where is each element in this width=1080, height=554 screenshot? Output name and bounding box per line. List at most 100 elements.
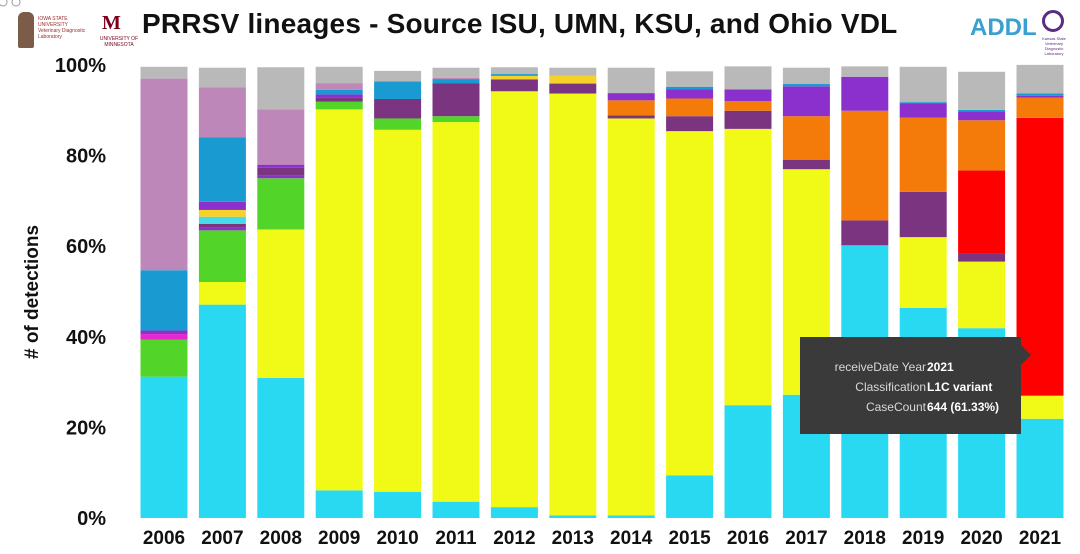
bar-segment-purple[interactable]: [198, 201, 246, 210]
bar-segment-orange[interactable]: [782, 116, 830, 160]
bar-segment-cyan[interactable]: [724, 405, 772, 518]
bar-segment-purple[interactable]: [315, 94, 363, 98]
bar-segment-gray[interactable]: [432, 67, 480, 78]
bar-segment-gold[interactable]: [549, 75, 597, 84]
bar-segment-orange[interactable]: [724, 101, 772, 111]
bar-stack-2009[interactable]: [315, 66, 363, 518]
bar-segment-yellow[interactable]: [899, 237, 947, 308]
bar-segment-purple[interactable]: [607, 93, 655, 101]
bar-segment-gray[interactable]: [374, 70, 422, 82]
bar-stack-2008[interactable]: [257, 67, 305, 518]
bar-stack-2010[interactable]: [374, 70, 422, 518]
bar-segment-violet[interactable]: [257, 175, 305, 179]
bar-segment-cyan[interactable]: [374, 491, 422, 518]
bar-segment-yellow[interactable]: [198, 281, 246, 305]
bar-segment-blue[interactable]: [374, 81, 422, 99]
bar-segment-plum[interactable]: [549, 83, 597, 94]
bar-segment-yellow[interactable]: [549, 93, 597, 516]
bar-segment-yellow[interactable]: [958, 261, 1006, 329]
bar-segment-green[interactable]: [374, 118, 422, 130]
bar-segment-blue[interactable]: [958, 109, 1006, 112]
bar-segment-blue[interactable]: [315, 89, 363, 95]
bar-segment-blue[interactable]: [198, 137, 246, 202]
bar-segment-green[interactable]: [257, 178, 305, 230]
bar-stack-2007[interactable]: [198, 67, 246, 518]
bar-segment-plum[interactable]: [958, 253, 1006, 262]
bar-segment-blue[interactable]: [140, 270, 188, 331]
bar-segment-yellow[interactable]: [432, 122, 480, 502]
bar-segment-gray[interactable]: [724, 66, 772, 90]
bar-segment-blue[interactable]: [432, 79, 480, 84]
bar-segment-yellow[interactable]: [724, 128, 772, 406]
bar-segment-mauve[interactable]: [198, 87, 246, 138]
bar-segment-mauve[interactable]: [315, 83, 363, 90]
bar-segment-yellow[interactable]: [607, 118, 655, 516]
bar-segment-magenta[interactable]: [140, 334, 188, 340]
bar-segment-mauve[interactable]: [257, 109, 305, 165]
bar-segment-red[interactable]: [958, 170, 1006, 254]
bar-segment-mauve[interactable]: [432, 77, 480, 80]
bar-segment-yellow[interactable]: [374, 129, 422, 492]
bar-segment-orange[interactable]: [899, 117, 947, 192]
bar-segment-plum[interactable]: [724, 110, 772, 129]
bar-stack-2019[interactable]: [899, 66, 947, 518]
bar-segment-plum[interactable]: [666, 116, 714, 132]
bar-segment-yellow[interactable]: [257, 229, 305, 379]
bar-segment-purple[interactable]: [724, 89, 772, 102]
bar-segment-purple[interactable]: [666, 89, 714, 99]
bar-segment-cyan[interactable]: [432, 501, 480, 518]
bar-segment-plum[interactable]: [490, 79, 538, 92]
bar-segment-blue[interactable]: [899, 102, 947, 104]
bar-segment-gray[interactable]: [1016, 64, 1064, 94]
bar-segment-yellow[interactable]: [315, 109, 363, 491]
bar-stack-2011[interactable]: [432, 67, 480, 518]
bar-segment-blue[interactable]: [1016, 93, 1064, 96]
bar-segment-orange[interactable]: [841, 110, 889, 221]
bar-segment-violet[interactable]: [198, 227, 246, 231]
bar-segment-plum[interactable]: [257, 167, 305, 176]
bar-segment-gray[interactable]: [899, 66, 947, 103]
bar-segment-green[interactable]: [432, 116, 480, 123]
bar-stack-2020[interactable]: [958, 71, 1006, 518]
bar-segment-gray[interactable]: [607, 67, 655, 94]
bar-segment-blue[interactable]: [666, 86, 714, 90]
bar-segment-plum[interactable]: [899, 191, 947, 238]
bar-stack-2018[interactable]: [841, 66, 889, 518]
bar-segment-cyan[interactable]: [198, 304, 246, 518]
bar-segment-gray[interactable]: [958, 71, 1006, 110]
bar-segment-blue[interactable]: [490, 74, 538, 76]
bar-segment-plum[interactable]: [198, 224, 246, 228]
bar-segment-cyan[interactable]: [140, 376, 188, 518]
bar-segment-gray[interactable]: [549, 67, 597, 76]
bar-segment-green[interactable]: [140, 339, 188, 377]
bar-segment-cyan[interactable]: [666, 475, 714, 518]
bar-segment-cyan[interactable]: [490, 507, 538, 518]
bar-segment-aqua[interactable]: [198, 216, 246, 225]
bar-segment-plum[interactable]: [315, 97, 363, 102]
bar-segment-plum[interactable]: [374, 98, 422, 119]
bar-segment-yellow[interactable]: [1016, 395, 1064, 419]
bar-segment-gold[interactable]: [490, 75, 538, 80]
bar-segment-orange[interactable]: [607, 100, 655, 116]
bar-segment-yellow[interactable]: [490, 91, 538, 508]
bar-stack-2012[interactable]: [490, 67, 538, 518]
bar-segment-green[interactable]: [198, 230, 246, 282]
bar-segment-orange[interactable]: [666, 98, 714, 117]
bar-stack-2016[interactable]: [724, 66, 772, 518]
bar-segment-gray[interactable]: [666, 71, 714, 87]
bar-segment-gray[interactable]: [315, 66, 363, 84]
bar-stack-2014[interactable]: [607, 67, 655, 518]
bar-segment-green[interactable]: [315, 101, 363, 110]
bar-segment-purple[interactable]: [1016, 95, 1064, 98]
bar-segment-purple[interactable]: [958, 111, 1006, 121]
bar-stack-2021[interactable]: [1016, 64, 1064, 518]
bar-segment-gray[interactable]: [198, 67, 246, 88]
bar-stack-2006[interactable]: [140, 66, 188, 518]
bar-segment-cyan[interactable]: [549, 515, 597, 518]
bar-segment-purple[interactable]: [841, 76, 889, 111]
bar-segment-plum[interactable]: [607, 115, 655, 119]
bar-segment-purple[interactable]: [257, 164, 305, 168]
bar-segment-cyan[interactable]: [257, 378, 305, 518]
bar-segment-gray[interactable]: [841, 66, 889, 77]
bar-segment-blue[interactable]: [782, 84, 830, 87]
